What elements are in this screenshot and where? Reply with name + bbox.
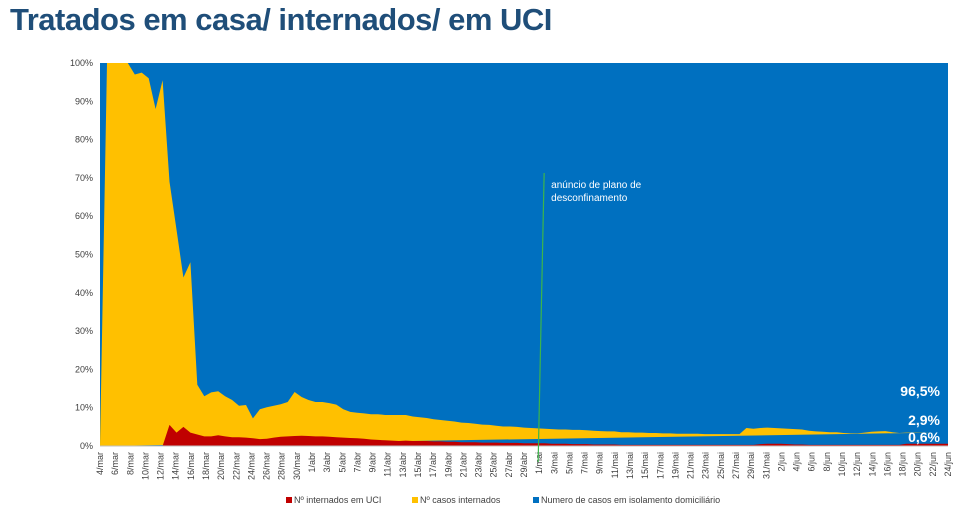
x-tick-label: 12/mar xyxy=(156,452,166,480)
x-tick-label: 24/jun xyxy=(943,452,953,477)
x-tick-label: 19/abr xyxy=(443,452,453,478)
x-tick-label: 16/jun xyxy=(882,452,892,477)
x-tick-label: 1/abr xyxy=(307,452,317,473)
end-value-label: 0,6% xyxy=(908,429,940,445)
x-tick-label: 30/mar xyxy=(292,452,302,480)
x-tick-label: 17/abr xyxy=(428,452,438,478)
y-tick-label: 50% xyxy=(75,250,93,260)
x-tick-label: 25/mai xyxy=(716,452,726,479)
x-tick-label: 10/mar xyxy=(140,452,150,480)
x-tick-label: 9/mai xyxy=(595,452,605,474)
area-uci xyxy=(100,424,948,446)
x-tick-label: 22/jun xyxy=(928,452,938,477)
x-tick-label: 29/abr xyxy=(519,452,529,478)
y-tick-label: 70% xyxy=(75,173,93,183)
x-tick-label: 26/mar xyxy=(262,452,272,480)
x-tick-label: 9/abr xyxy=(368,452,378,473)
x-tick-label: 5/abr xyxy=(337,452,347,473)
x-tick-label: 27/mai xyxy=(731,452,741,479)
x-tick-label: 8/mar xyxy=(125,452,135,475)
y-tick-label: 80% xyxy=(75,135,93,145)
x-tick-label: 15/mai xyxy=(640,452,650,479)
x-tick-label: 7/mai xyxy=(580,452,590,474)
x-tick-label: 31/mai xyxy=(761,452,771,479)
y-tick-label: 10% xyxy=(75,403,93,413)
x-tick-label: 4/mar xyxy=(95,452,105,475)
x-tick-label: 11/abr xyxy=(383,452,393,477)
x-tick-label: 19/mai xyxy=(670,452,680,479)
x-tick-label: 10/jun xyxy=(837,452,847,477)
x-tick-label: 3/mai xyxy=(549,452,559,474)
x-tick-label: 12/jun xyxy=(852,452,862,477)
y-tick-label: 20% xyxy=(75,364,93,374)
x-tick-label: 28/mar xyxy=(277,452,287,480)
x-tick-label: 23/abr xyxy=(474,452,484,478)
legend-label: Nº internados em UCI xyxy=(294,495,381,505)
x-tick-label: 6/jun xyxy=(807,452,817,472)
y-tick-label: 60% xyxy=(75,211,93,221)
annotation-text: anúncio de plano de xyxy=(551,180,642,191)
x-tick-label: 13/mai xyxy=(625,452,635,479)
x-tick-label: 14/mar xyxy=(171,452,181,480)
x-tick-label: 18/mar xyxy=(201,452,211,480)
x-tick-label: 6/mar xyxy=(110,452,120,475)
end-value-label: 96,5% xyxy=(900,383,940,399)
x-tick-label: 20/mar xyxy=(216,452,226,480)
y-tick-label: 90% xyxy=(75,96,93,106)
y-tick-label: 100% xyxy=(70,58,93,68)
legend-label: Numero de casos em isolamento domiciliár… xyxy=(541,495,720,505)
x-tick-label: 8/jun xyxy=(822,452,832,472)
x-tick-label: 27/abr xyxy=(504,452,514,478)
x-tick-label: 20/jun xyxy=(913,452,923,477)
legend-swatch xyxy=(533,497,539,503)
x-tick-label: 21/mai xyxy=(686,452,696,479)
x-tick-label: 22/mar xyxy=(231,452,241,480)
x-tick-label: 23/mai xyxy=(701,452,711,479)
end-value-label: 2,9% xyxy=(908,412,940,428)
area-isolamento xyxy=(100,63,948,446)
annotation-line xyxy=(537,172,545,463)
y-tick-label: 40% xyxy=(75,288,93,298)
x-tick-label: 2/jun xyxy=(776,452,786,472)
legend-label: Nº casos internados xyxy=(420,495,501,505)
x-tick-label: 15/abr xyxy=(413,452,423,478)
x-tick-label: 14/jun xyxy=(867,452,877,477)
x-tick-label: 29/mai xyxy=(746,452,756,479)
x-tick-label: 1/mai xyxy=(534,452,544,474)
annotation-text: desconfinamento xyxy=(551,193,628,204)
x-tick-label: 25/abr xyxy=(489,452,499,478)
x-tick-label: 13/abr xyxy=(398,452,408,478)
x-tick-label: 21/abr xyxy=(458,452,468,478)
x-tick-label: 5/mai xyxy=(564,452,574,474)
x-tick-label: 7/abr xyxy=(352,452,362,473)
area-internados xyxy=(100,63,935,446)
y-tick-label: 30% xyxy=(75,326,93,336)
x-tick-label: 17/mai xyxy=(655,452,665,479)
x-tick-label: 16/mar xyxy=(186,452,196,480)
y-tick-label: 0% xyxy=(80,441,93,451)
x-tick-label: 24/mar xyxy=(246,452,256,480)
x-tick-label: 3/abr xyxy=(322,452,332,473)
x-tick-label: 4/jun xyxy=(792,452,802,472)
legend-swatch xyxy=(286,497,292,503)
x-tick-label: 11/mai xyxy=(610,452,620,478)
x-tick-label: 18/jun xyxy=(898,452,908,477)
legend-swatch xyxy=(412,497,418,503)
chart-title: Tratados em casa/ internados/ em UCI xyxy=(10,2,552,37)
